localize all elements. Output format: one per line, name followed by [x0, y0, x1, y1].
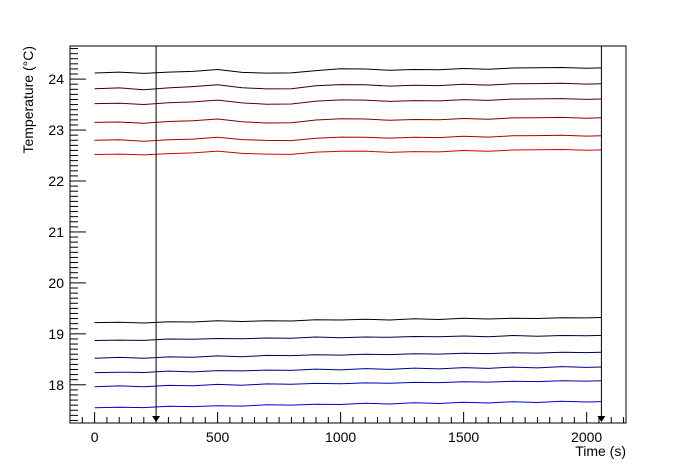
- y-axis-title: Temperature (°C): [20, 46, 36, 154]
- y-tick-label: 20: [48, 275, 64, 291]
- series-line-11: [94, 380, 602, 388]
- y-tick-label: 24: [48, 71, 64, 87]
- series-line-9: [94, 351, 602, 359]
- x-tick-label: 1500: [448, 429, 479, 445]
- plot-frame: [69, 45, 627, 424]
- series-line-5: [94, 134, 602, 142]
- y-axis: 18 19 20 21 22 23 24: [48, 48, 86, 421]
- series-line-3: [94, 98, 602, 106]
- series-layer: [94, 66, 602, 409]
- series-line-6: [94, 148, 602, 156]
- series-line-4: [94, 116, 602, 124]
- marker-arrow-end: [597, 46, 606, 422]
- marker-arrow-start: [152, 46, 161, 422]
- marker-layer: [152, 46, 606, 422]
- series-line-2: [94, 82, 602, 91]
- series-line-10: [94, 366, 602, 374]
- x-tick-label: 2000: [571, 429, 602, 445]
- series-line-7: [94, 317, 602, 324]
- x-tick-label: 1000: [325, 429, 356, 445]
- x-axis: 0 500 1000 1500 2000: [69, 412, 625, 445]
- x-tick-label: 500: [206, 429, 230, 445]
- y-tick-label: 21: [48, 224, 64, 240]
- y-tick-label: 18: [48, 377, 64, 393]
- y-tick-label: 22: [48, 173, 64, 189]
- series-line-1: [94, 66, 602, 74]
- series-line-12: [94, 400, 602, 409]
- x-tick-label: 0: [91, 429, 99, 445]
- x-axis-title: Time (s): [575, 443, 626, 459]
- y-tick-label: 19: [48, 326, 64, 342]
- series-line-8: [94, 334, 602, 341]
- y-tick-label: 23: [48, 122, 64, 138]
